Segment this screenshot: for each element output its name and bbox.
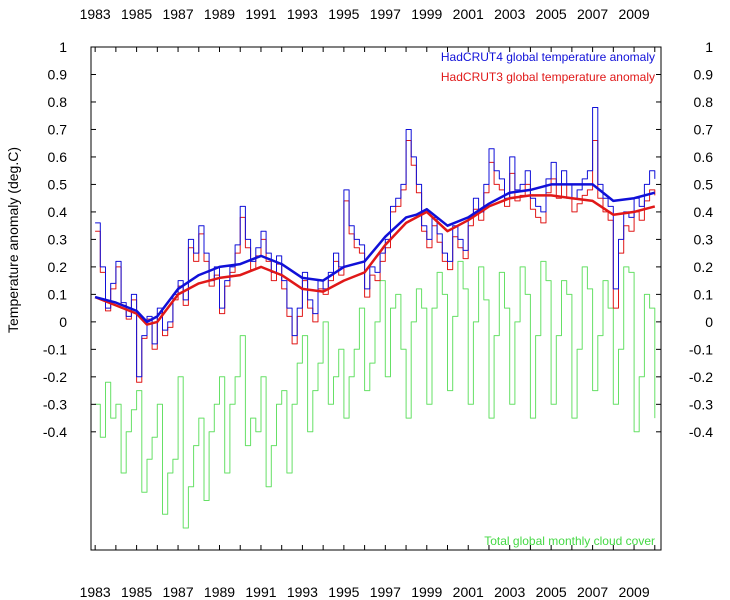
y-tick-label-right: 0 [705,314,713,330]
x-tick-label-top: 1995 [328,6,359,22]
y-tick-label-left: -0.1 [43,341,67,357]
y-tick-label-left: -0.2 [43,369,67,385]
x-tick-label-bottom: 1987 [162,584,193,600]
x-tick-label-bottom: 1995 [328,584,359,600]
legend-entry-hadcrut3: HadCRUT3 global temperature anomaly [441,70,655,84]
x-tick-label-top: 2001 [453,6,484,22]
legend-entry-hadcrut4: HadCRUT4 global temperature anomaly [441,50,655,64]
y-tick-label-left: 0 [59,314,67,330]
x-tick-label-bottom: 1993 [287,584,318,600]
y-axis-left: 1 0.9 0.8 0.7 0.6 0.5 0.4 0.3 0.2 0.1 0 -0.1 -0.2 -0.… [43,39,96,440]
y-axis-label: Temperature anomaly (deg.C) [5,147,21,333]
y-tick-label-left: 0.9 [48,66,68,82]
x-tick-label-top: 2007 [577,6,608,22]
cloud-cover-label: Total global monthly cloud cover [484,534,655,548]
x-tick-label-bottom: 2009 [618,584,649,600]
x-tick-label-top: 1991 [245,6,276,22]
y-tick-label-right: -0.3 [689,396,713,412]
y-tick-label-right: -0.1 [689,341,713,357]
y-tick-label-right: 0.3 [694,231,714,247]
y-tick-label-left: -0.3 [43,396,67,412]
x-tick-label-bottom: 1983 [80,584,111,600]
y-tick-label-left: 0.4 [48,204,68,220]
hadcrut4-running-mean-line [94,183,656,324]
x-tick-label-top: 1987 [162,6,193,22]
x-axis-top: 1983 1985 1987 1989 1991 1993 1995 1997 1999 2001… [80,6,656,52]
x-tick-label-bottom: 1997 [370,584,401,600]
y-tick-label-left: 0.5 [48,176,68,192]
hadcrut3-running-mean-line [94,194,656,326]
y-tick-label-right: 1 [705,39,713,55]
x-tick-label-top: 1985 [121,6,152,22]
x-tick-label-top: 2003 [494,6,525,22]
x-axis-bottom: 1983 1985 1987 1989 1991 1993 1995 1997 1999 2001… [80,545,656,600]
y-tick-label-right: 0.4 [694,204,714,220]
y-tick-label-right: 0.1 [694,286,714,302]
y-tick-label-right: -0.2 [689,369,713,385]
y-tick-label-left: 0.6 [48,149,68,165]
y-axis-right: 1 0.9 0.8 0.7 0.6 0.5 0.4 0.3 0.2 0.1 0 -0.1 -0.2 -0.… [656,39,713,440]
hadcrut4-monthly-line [95,107,656,378]
y-tick-label-left: 0.7 [48,121,68,137]
y-tick-label-left: 0.3 [48,231,68,247]
y-tick-label-right: 0.8 [694,94,714,110]
x-tick-label-top: 1993 [287,6,318,22]
y-tick-label-left: 0.2 [48,259,68,275]
y-tick-label-right: 0.6 [694,149,714,165]
y-tick-label-right: 0.9 [694,66,714,82]
x-tick-label-top: 2009 [618,6,649,22]
y-tick-label-right: 0.2 [694,259,714,275]
y-tick-label-right: 0.5 [694,176,714,192]
x-tick-label-bottom: 2001 [453,584,484,600]
x-tick-label-bottom: 1985 [121,584,152,600]
x-tick-label-bottom: 2005 [536,584,567,600]
series-layer [94,107,656,529]
y-tick-label-right: -0.4 [689,424,713,440]
x-tick-label-bottom: 1999 [411,584,442,600]
plot-frame [90,46,662,551]
x-tick-label-top: 1989 [204,6,235,22]
y-tick-label-left: 0.1 [48,286,68,302]
y-tick-label-left: 0.8 [48,94,68,110]
x-tick-label-bottom: 1989 [204,584,235,600]
x-tick-label-top: 2005 [536,6,567,22]
y-tick-label-left: -0.4 [43,424,67,440]
x-tick-label-bottom: 2007 [577,584,608,600]
x-tick-label-top: 1983 [80,6,111,22]
x-tick-label-top: 1997 [370,6,401,22]
x-tick-label-top: 1999 [411,6,442,22]
x-tick-label-bottom: 2003 [494,584,525,600]
cloud-cover-monthly-line [95,260,656,529]
y-tick-label-right: 0.7 [694,121,714,137]
x-tick-label-bottom: 1991 [245,584,276,600]
y-tick-label-left: 1 [59,39,67,55]
legend: HadCRUT4 global temperature anomaly HadC… [441,50,655,84]
